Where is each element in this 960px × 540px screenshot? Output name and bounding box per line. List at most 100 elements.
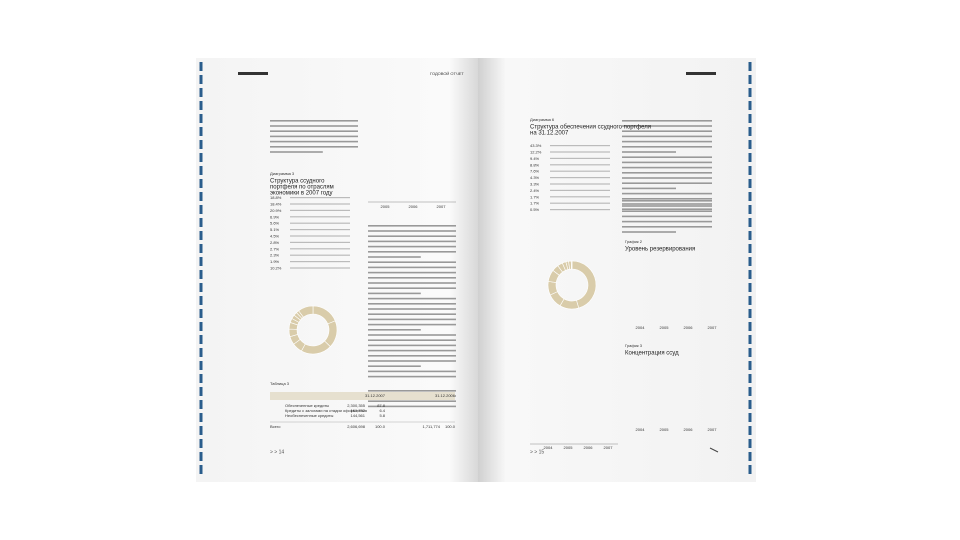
share-label: 1.9% [270,259,280,264]
text-line [622,198,712,200]
year-label: 2006 [684,325,694,330]
text-line [368,355,456,357]
share-label: 2.7% [270,246,280,251]
year-label: 2006 [409,204,419,209]
row-label: Кредиты с залогами на стадии оформления [285,408,367,413]
cell: 6.4 [379,408,385,413]
share-label: 3.3% [530,181,540,186]
share-label: 20.9% [270,208,282,213]
total-cell: 1,711,774 [423,424,441,429]
year-label: 2007 [604,445,614,450]
share-label: 18.4% [270,201,282,206]
share-label: 5.6% [270,221,280,226]
text-line [368,365,421,367]
text-line [368,277,456,279]
year-label: 2007 [708,427,718,432]
text-line [368,323,456,326]
legend-line [290,197,350,199]
logo [238,72,268,75]
diagram-title: Структура обеспечения ссудного портфеля [530,125,651,131]
text-line [270,125,358,127]
text-line [270,135,358,138]
text-line [368,245,456,248]
legend-line [550,209,610,211]
text-line [368,230,456,232]
legend-line [290,229,350,231]
total-cell: 100.0 [445,424,456,429]
total-cell: 2,606,698 [347,424,366,429]
legend-line [550,202,610,204]
text-line [622,203,712,205]
diagram-label: Диаграмма 3 [270,171,295,176]
text-line [368,292,421,295]
cell: 144,561 [351,413,366,418]
legend-line [550,151,610,153]
text-line [368,329,421,331]
text-line [368,360,456,362]
text-line [622,151,676,153]
year-label: 2005 [381,204,391,209]
cell: 161,782 [351,408,366,413]
text-line [368,225,456,227]
share-label: 8.8% [530,162,540,167]
graph-title: Уровень резервирования [625,247,695,253]
text-line [368,318,456,321]
year-label: 2004 [544,445,554,450]
text-line [622,146,712,148]
right-page [478,58,756,482]
text-line [368,344,456,347]
diagram-title: на 31.12.2007 [530,131,569,137]
text-line [622,205,712,207]
th: 31.12.2007 [365,393,386,398]
legend-line [290,203,350,205]
legend-line [290,216,350,218]
legend-line [290,222,350,224]
text-line [270,151,323,153]
text-line [622,177,712,179]
text-line [622,231,676,233]
text-line [622,135,712,138]
text-line [622,220,712,223]
table-label: Таблица 3 [270,381,290,386]
diagram-label: Диаграмма 6 [530,117,555,122]
share-label: 0.5% [530,207,540,212]
text-line [622,200,712,202]
total-cell: 100.0 [375,424,386,429]
donut-segment [570,260,573,270]
text-line [622,140,712,143]
text-line [622,156,712,158]
legend-line [550,157,610,159]
text-line [622,161,712,164]
text-line [270,120,358,122]
legend-line [290,248,350,250]
logo [686,72,716,75]
legend-line [290,254,350,256]
legend-line [550,196,610,198]
donut-segment [298,305,314,318]
graph-title: Концентрация ссуд [625,351,679,357]
text-line [368,308,456,310]
text-line [622,130,712,132]
legend-line [550,183,610,185]
text-line [622,166,712,169]
text-line [368,370,456,373]
text-line [368,334,456,336]
cell: 2,300,355 [347,403,366,408]
legend-line [290,261,350,263]
cell: 5.8 [379,413,385,418]
share-label: 12.2% [530,149,542,154]
year-label: 2006 [584,445,594,450]
text-line [622,172,712,174]
th: 31.12.2006 [435,393,456,398]
share-label: 43.3% [530,143,542,148]
legend-line [550,145,610,147]
header: ГОДОВОЙ ОТЧЕТ [430,71,464,76]
legend-line [550,170,610,172]
text-line [368,261,456,263]
share-label: 2.3% [270,253,280,258]
text-line [368,282,456,284]
text-line [622,208,712,210]
text-line [622,226,712,228]
diagram-title: экономики в 2007 году [270,191,333,197]
